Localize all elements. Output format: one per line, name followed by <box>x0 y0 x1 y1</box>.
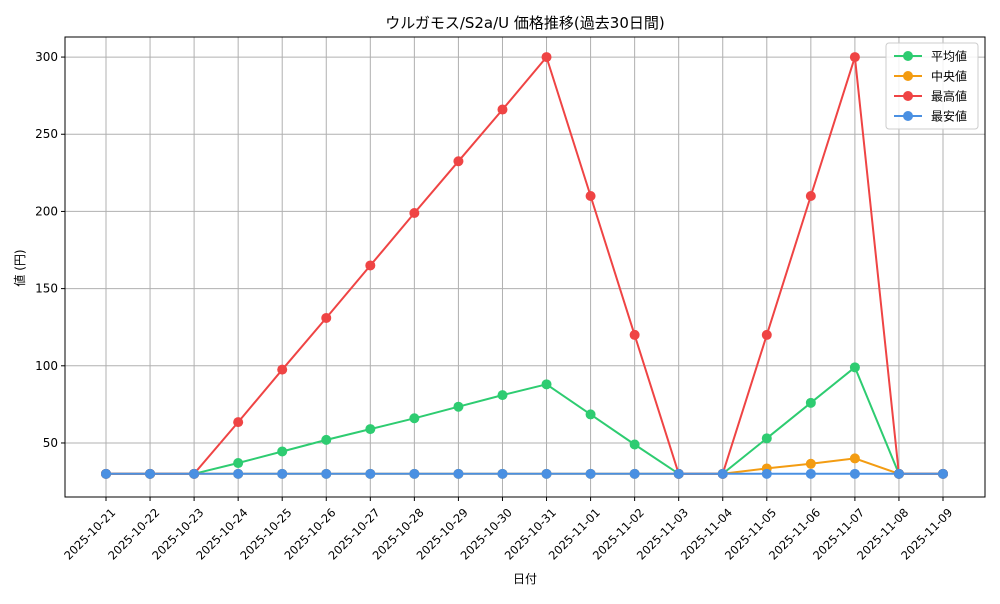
data-point <box>365 468 376 479</box>
legend-marker <box>903 71 913 81</box>
series-layer <box>101 52 948 479</box>
data-point <box>541 379 552 390</box>
legend-label: 中央値 <box>931 69 967 84</box>
data-point <box>101 468 111 479</box>
chart-title: ウルガモス/S2a/U 価格推移(過去30日間) <box>385 14 664 32</box>
legend-marker <box>903 51 913 61</box>
data-point <box>233 417 244 428</box>
y-tick-label: 300 <box>35 50 58 64</box>
series-line <box>106 457 943 475</box>
data-point <box>629 468 640 479</box>
data-point <box>277 468 288 479</box>
data-point <box>805 458 816 469</box>
data-point <box>761 433 772 444</box>
data-point <box>629 439 640 450</box>
data-point <box>453 156 464 167</box>
data-point <box>497 390 508 401</box>
data-point <box>321 434 332 445</box>
data-point <box>673 468 684 479</box>
data-point <box>585 468 596 479</box>
data-point <box>321 312 332 323</box>
data-point <box>497 104 508 115</box>
data-point <box>453 401 464 412</box>
data-point <box>761 468 772 479</box>
data-point <box>805 397 816 408</box>
data-point <box>453 468 464 479</box>
data-point <box>233 468 244 479</box>
data-point <box>541 468 552 479</box>
y-tick-label: 250 <box>35 127 58 141</box>
data-point <box>849 362 860 373</box>
data-point <box>805 468 816 479</box>
data-point <box>145 468 156 479</box>
y-axis-label: 値 (円) <box>12 249 27 286</box>
data-point <box>365 260 376 271</box>
data-point <box>938 468 948 479</box>
legend-label: 最高値 <box>931 89 967 104</box>
data-point <box>849 52 860 63</box>
legend-box <box>885 42 979 130</box>
plot-frame <box>64 36 986 498</box>
data-point <box>321 468 332 479</box>
data-point <box>365 424 376 435</box>
legend-marker <box>903 91 913 101</box>
data-point <box>585 190 596 201</box>
data-point <box>541 52 552 63</box>
legend-item: 平均値 <box>894 49 967 64</box>
data-point <box>189 468 200 479</box>
grid <box>65 37 985 497</box>
y-tick-label: 150 <box>35 282 58 296</box>
series-1 <box>101 362 948 479</box>
y-tick-label: 200 <box>35 204 58 218</box>
data-point <box>497 468 508 479</box>
data-point <box>849 468 860 479</box>
data-point <box>893 468 904 479</box>
y-tick-label: 100 <box>35 359 58 373</box>
legend-label: 平均値 <box>931 49 967 64</box>
data-point <box>805 190 816 201</box>
data-point <box>629 329 640 340</box>
x-axis-label: 日付 <box>513 572 537 586</box>
data-point <box>717 468 728 479</box>
axes: 2025-10-212025-10-222025-10-232025-10-24… <box>35 36 986 563</box>
data-point <box>409 468 420 479</box>
data-point <box>277 446 288 457</box>
data-point <box>233 458 244 469</box>
data-point <box>409 413 420 424</box>
legend-item: 中央値 <box>894 69 967 84</box>
legend-label: 最安値 <box>931 109 967 124</box>
data-point <box>409 207 420 218</box>
series-line <box>106 365 943 475</box>
y-tick-label: 50 <box>43 436 58 450</box>
series-4 <box>101 468 948 479</box>
series-3 <box>101 52 948 479</box>
data-point <box>849 453 860 464</box>
data-point <box>585 409 596 420</box>
data-point <box>761 329 772 340</box>
legend-marker <box>903 111 913 121</box>
data-point <box>277 364 288 375</box>
legend-item: 最安値 <box>894 109 967 124</box>
legend-item: 最高値 <box>894 89 967 104</box>
series-line <box>106 55 943 475</box>
